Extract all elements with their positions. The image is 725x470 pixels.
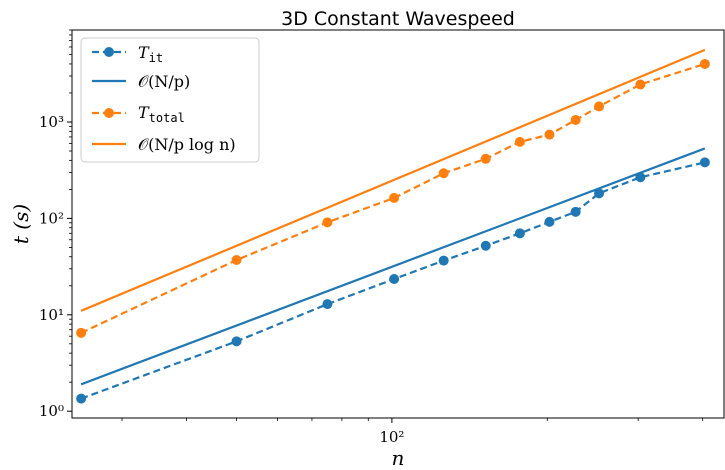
data-point-t-total [480,153,491,164]
y-axis-label: t (s) [9,204,33,244]
y-tick-label: 10⁰ [39,402,64,420]
legend-item-t-it: Tit [92,43,163,65]
legend-item-o-np: 𝒪(N/p) [92,72,190,91]
y-tick-label: 10¹ [39,306,64,324]
legend-marker-t-total [104,108,114,118]
series-layer [76,48,710,404]
data-point-t-total [76,327,87,338]
data-point-t-it [76,393,87,404]
data-point-t-total [594,101,605,112]
legend-box [80,37,260,163]
legend-label-o-np-logn: 𝒪(N/p log n) [138,135,236,154]
data-point-t-it [699,157,710,168]
legend: Tit 𝒪(N/p) Ttotal 𝒪(N/p log n) [80,37,260,163]
y-tick-label: 10² [39,209,64,227]
legend-item-o-np-logn: 𝒪(N/p log n) [92,135,236,154]
legend-label-t-it: Tit [138,43,163,65]
data-point-t-it [231,336,242,347]
x-tick-label: 10² [379,428,404,446]
data-point-t-total [514,136,525,147]
data-point-t-it [322,299,333,310]
legend-label-o-np: 𝒪(N/p) [138,72,190,91]
data-point-t-it [570,206,581,217]
legend-item-t-total: Ttotal [92,103,185,125]
legend-label-t-total: Ttotal [138,103,185,125]
data-point-t-total [389,192,400,203]
series-line-o-n-p [80,147,706,386]
plot-frame [71,29,725,419]
chart-title: 3D Constant Wavespeed [281,8,515,30]
data-point-t-it [594,188,605,199]
axis-ticks: 10⁰ 10¹ 10² 10³ 10² [39,29,704,446]
legend-marker-t-it [104,47,114,57]
series-line-t-total [80,62,706,334]
data-point-t-it [438,255,449,266]
data-point-t-total [570,114,581,125]
data-point-t-total [635,79,646,90]
data-point-t-total [699,58,710,69]
data-point-t-it [514,228,525,239]
data-point-t-total [231,255,242,266]
data-point-t-total [322,217,333,228]
data-point-t-total [544,129,555,140]
y-tick-label: 10³ [39,113,64,131]
x-axis-label: n [392,446,405,470]
series-line-t-it [80,161,706,400]
data-point-t-it [480,240,491,251]
data-point-t-it [389,274,400,285]
data-point-t-total [438,168,449,179]
data-point-t-it [544,216,555,227]
series-line-o-n-p-log-n [80,48,706,312]
